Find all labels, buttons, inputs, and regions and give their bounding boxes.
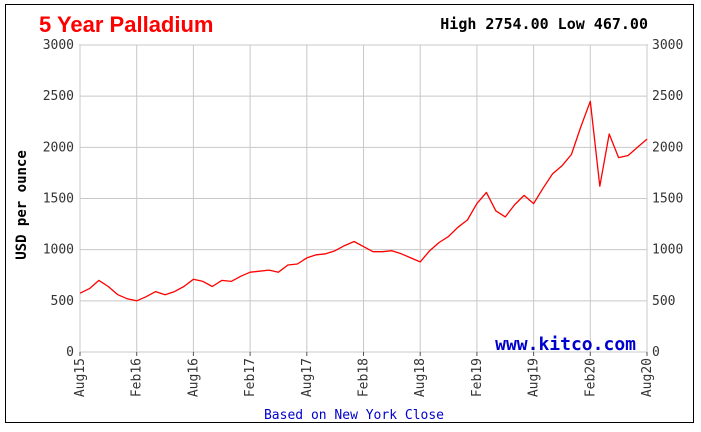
y-tick-label-left: 1500 xyxy=(43,192,74,207)
x-tick-label: Feb19 xyxy=(470,358,485,397)
x-tick-label: Aug18 xyxy=(413,358,428,397)
x-tick-label: Feb17 xyxy=(243,358,258,397)
x-tick-label: Aug15 xyxy=(73,358,88,397)
high-low-label: High 2754.00 Low 467.00 xyxy=(440,15,648,33)
palladium-chart: 5 Year Palladium High 2754.00 Low 467.00… xyxy=(14,12,683,423)
y-tick-label-left: 500 xyxy=(51,294,74,309)
x-tick-label: Feb18 xyxy=(357,358,372,397)
x-tick-label: Aug17 xyxy=(300,358,315,397)
y-tick-label-left: 2500 xyxy=(43,89,74,104)
x-tick-label: Feb16 xyxy=(130,358,145,397)
chart-frame: 5 Year Palladium High 2754.00 Low 467.00… xyxy=(5,4,694,423)
y-tick-label-left: 1000 xyxy=(43,243,74,258)
chart-title: 5 Year Palladium xyxy=(39,12,213,37)
y-tick-label-right: 500 xyxy=(652,294,675,309)
y-tick-label-right: 3000 xyxy=(652,38,683,53)
x-axis: Aug15 Feb16 Aug16 Feb17 Aug17 Feb18 Aug18 Feb19… xyxy=(73,352,655,397)
y-tick-label-left: 0 xyxy=(66,345,74,360)
x-tick-label: Aug20 xyxy=(640,358,655,397)
y-tick-label-left: 3000 xyxy=(43,38,74,53)
footer-note: Based on New York Close xyxy=(264,408,444,423)
y-tick-label-right: 1000 xyxy=(652,243,683,258)
x-tick-label: Aug19 xyxy=(527,358,542,397)
y-tick-label-right: 0 xyxy=(652,345,660,360)
y-axis-left: 0 500 1000 1500 2000 2500 3000 xyxy=(43,38,74,360)
x-tick-label: Feb20 xyxy=(583,358,598,397)
series-line-palladium xyxy=(79,100,648,302)
y-tick-label-right: 2000 xyxy=(652,140,683,155)
y-tick-label-right: 1500 xyxy=(652,192,683,207)
kitco-watermark: www.kitco.com xyxy=(495,334,636,355)
x-tick-label: Aug16 xyxy=(186,358,201,397)
grid-lines xyxy=(79,44,648,353)
y-axis-label: USD per ounce xyxy=(14,150,30,260)
y-tick-label-left: 2000 xyxy=(43,140,74,155)
y-tick-label-right: 2500 xyxy=(652,89,683,104)
y-axis-right: 0 500 1000 1500 2000 2500 3000 xyxy=(652,38,683,360)
